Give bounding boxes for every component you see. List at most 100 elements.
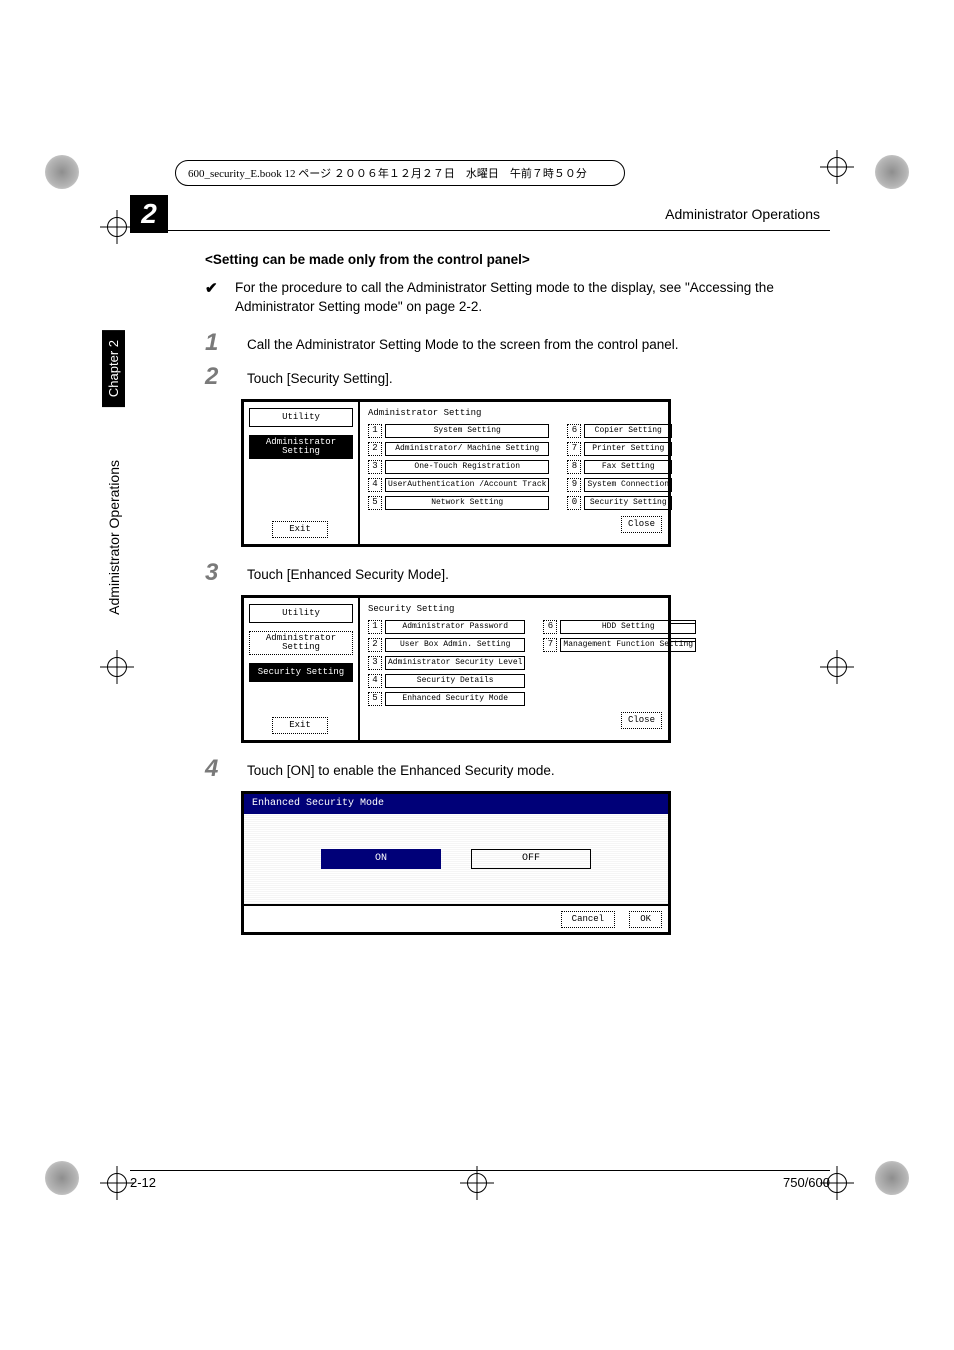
option-button[interactable]: System Connection <box>584 478 672 492</box>
content-area: <Setting can be made only from the contr… <box>205 250 820 935</box>
crop-target <box>100 1166 134 1200</box>
lcd-security-setting: Utility Administrator Setting Security S… <box>241 595 671 743</box>
option-number: 9 <box>567 478 581 492</box>
panel-title: Administrator Setting <box>368 407 662 420</box>
breadcrumb-utility[interactable]: Utility <box>249 408 353 427</box>
option-button[interactable]: UserAuthentication /Account Track <box>385 478 549 492</box>
enhanced-security-panel: Enhanced Security Mode ON OFF Cancel OK <box>241 791 671 935</box>
option-number: 0 <box>567 496 581 510</box>
menu-option[interactable]: 7Management Function Setting <box>543 638 696 652</box>
step-3: 3 Touch [Enhanced Security Mode]. <box>205 561 820 585</box>
on-button[interactable]: ON <box>321 849 441 869</box>
exit-button[interactable]: Exit <box>272 521 328 538</box>
close-button[interactable]: Close <box>621 516 662 533</box>
menu-option[interactable]: 1Administrator Password <box>368 620 525 634</box>
check-icon: ✔ <box>205 278 225 317</box>
lcd-admin-setting: Utility Administrator Setting Exit Admin… <box>241 399 671 547</box>
option-number: 3 <box>368 656 382 670</box>
option-number: 8 <box>567 460 581 474</box>
menu-option[interactable]: 2User Box Admin. Setting <box>368 638 525 652</box>
breadcrumb-admin-setting[interactable]: Administrator Setting <box>249 631 353 655</box>
off-button[interactable]: OFF <box>471 849 591 869</box>
step-number: 1 <box>205 331 231 355</box>
breadcrumb-security-setting[interactable]: Security Setting <box>249 663 353 682</box>
menu-option[interactable]: 3Administrator Security Level <box>368 656 525 670</box>
menu-option[interactable]: 4UserAuthentication /Account Track <box>368 478 549 492</box>
reg-mark-tr <box>875 155 909 189</box>
section-title: <Setting can be made only from the contr… <box>205 250 820 270</box>
step-text: Call the Administrator Setting Mode to t… <box>247 331 820 355</box>
option-button[interactable]: HDD Setting <box>560 620 696 634</box>
header-rule <box>130 230 830 231</box>
option-button[interactable]: Copier Setting <box>584 424 672 438</box>
option-button[interactable]: One-Touch Registration <box>385 460 549 474</box>
esm-title: Enhanced Security Mode <box>244 794 668 815</box>
ok-button[interactable]: OK <box>629 911 662 928</box>
option-button[interactable]: Network Setting <box>385 496 549 510</box>
reg-mark-tl <box>45 155 79 189</box>
header-title: Administrator Operations <box>665 206 820 222</box>
option-number: 2 <box>368 442 382 456</box>
close-button[interactable]: Close <box>621 712 662 729</box>
option-number: 7 <box>543 638 557 652</box>
side-chapter-tab: Chapter 2 <box>102 330 125 407</box>
option-number: 5 <box>368 692 382 706</box>
option-button[interactable]: Printer Setting <box>584 442 672 456</box>
side-operations-label: Administrator Operations <box>106 460 122 615</box>
reg-mark-br <box>875 1161 909 1195</box>
option-button[interactable]: User Box Admin. Setting <box>385 638 525 652</box>
page: 2 Administrator Operations Chapter 2 Adm… <box>130 130 830 1190</box>
menu-option[interactable]: 0Security Setting <box>567 496 672 510</box>
option-number: 6 <box>543 620 557 634</box>
option-number: 7 <box>567 442 581 456</box>
option-button[interactable]: Administrator/ Machine Setting <box>385 442 549 456</box>
step-number: 2 <box>205 365 231 389</box>
reg-mark-bl <box>45 1161 79 1195</box>
menu-option[interactable]: 6Copier Setting <box>567 424 672 438</box>
breadcrumb-admin-setting[interactable]: Administrator Setting <box>249 435 353 459</box>
option-button[interactable]: Fax Setting <box>584 460 672 474</box>
footer-model: 750/600 <box>783 1175 830 1190</box>
menu-option[interactable]: 8Fax Setting <box>567 460 672 474</box>
menu-option[interactable]: 4Security Details <box>368 674 525 688</box>
step-text: Touch [Enhanced Security Mode]. <box>247 561 820 585</box>
option-button[interactable]: Administrator Security Level <box>385 656 525 670</box>
step-4: 4 Touch [ON] to enable the Enhanced Secu… <box>205 757 820 781</box>
step-text: Touch [Security Setting]. <box>247 365 820 389</box>
option-button[interactable]: Security Setting <box>584 496 672 510</box>
chapter-badge: 2 <box>130 195 168 233</box>
step-number: 4 <box>205 757 231 781</box>
menu-option[interactable]: 7Printer Setting <box>567 442 672 456</box>
step-2: 2 Touch [Security Setting]. <box>205 365 820 389</box>
menu-option[interactable]: 1System Setting <box>368 424 549 438</box>
option-button[interactable]: Administrator Password <box>385 620 525 634</box>
option-number: 3 <box>368 460 382 474</box>
footer-page: 2-12 <box>130 1175 156 1190</box>
menu-option[interactable]: 3One-Touch Registration <box>368 460 549 474</box>
panel-title: Security Setting <box>368 603 662 616</box>
exit-button[interactable]: Exit <box>272 717 328 734</box>
menu-option[interactable]: 5Network Setting <box>368 496 549 510</box>
menu-option[interactable]: 5Enhanced Security Mode <box>368 692 525 706</box>
step-1: 1 Call the Administrator Setting Mode to… <box>205 331 820 355</box>
option-button[interactable]: Enhanced Security Mode <box>385 692 525 706</box>
step-number: 3 <box>205 561 231 585</box>
option-button[interactable]: Security Details <box>385 674 525 688</box>
option-number: 2 <box>368 638 382 652</box>
crop-target <box>100 650 134 684</box>
step-text: Touch [ON] to enable the Enhanced Securi… <box>247 757 820 781</box>
page-footer: 2-12 750/600 <box>130 1170 830 1190</box>
crop-target <box>100 210 134 244</box>
cancel-button[interactable]: Cancel <box>561 911 615 928</box>
checklist-item: ✔ For the procedure to call the Administ… <box>205 278 820 317</box>
menu-option[interactable]: 6HDD Setting <box>543 620 696 634</box>
option-number: 4 <box>368 478 382 492</box>
option-button[interactable]: Management Function Setting <box>560 638 696 652</box>
menu-option[interactable]: 9System Connection <box>567 478 672 492</box>
option-number: 4 <box>368 674 382 688</box>
breadcrumb-utility[interactable]: Utility <box>249 604 353 623</box>
option-number: 6 <box>567 424 581 438</box>
menu-option[interactable]: 2Administrator/ Machine Setting <box>368 442 549 456</box>
option-button[interactable]: System Setting <box>385 424 549 438</box>
option-number: 1 <box>368 424 382 438</box>
